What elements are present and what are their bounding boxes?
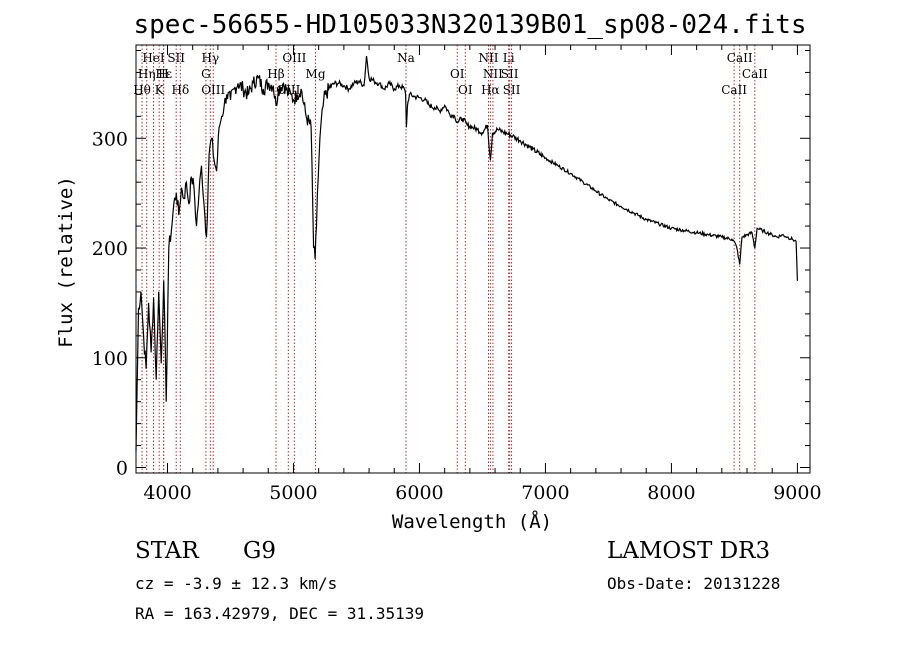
x-tick-label: 7000 [521, 482, 569, 504]
y-axis-label: Flux (relative) [55, 176, 77, 348]
x-axis-ticks: 4000 5000 6000 7000 8000 9000 [143, 45, 822, 504]
coordinates: RA = 163.42979, DEC = 31.35139 [135, 604, 424, 623]
spectral-subclass: G9 [243, 538, 276, 564]
spectral-line-label: NII [479, 51, 499, 65]
plot-frame [135, 44, 811, 474]
x-tick-label: 5000 [269, 482, 317, 504]
spectral-line-label: Hε [155, 67, 172, 81]
spectral-line-label: Hβ [267, 67, 284, 81]
y-axis-ticks: 0 100 200 300 [92, 49, 810, 480]
spectral-line-label: G [201, 67, 211, 81]
y-tick-label: 0 [116, 458, 128, 480]
spectral-line-label: Hα [481, 83, 500, 97]
spectral-line-label: CaII [727, 51, 753, 65]
spectral-line-label: Li [503, 51, 515, 65]
spectral-line-label: OIII [201, 83, 225, 97]
object-class: STAR [135, 538, 199, 564]
y-tick-label: 300 [92, 128, 128, 150]
y-tick-label: 100 [92, 348, 128, 370]
chart-title: spec-56655-HD105033N320139B01_sp08-024.f… [133, 10, 806, 40]
spectral-line-label: OIII [282, 51, 306, 65]
y-tick-label: 200 [92, 238, 128, 260]
x-tick-label: 4000 [143, 482, 191, 504]
spectral-line-label: Hδ [171, 83, 189, 97]
spectral-line-label: SII [167, 51, 185, 65]
spectral-line-markers [141, 45, 756, 473]
x-axis-label: Wavelength (Å) [392, 510, 552, 533]
x-tick-label: 6000 [395, 482, 443, 504]
spectral-line-label: OI [458, 83, 473, 97]
spectrum-line [135, 55, 798, 452]
spectral-line-label: Hη [138, 67, 156, 81]
redshift-velocity: cz = -3.9 ± 12.3 km/s [135, 574, 337, 593]
spectral-line-label: CaII [742, 67, 768, 81]
spectral-line-label: SII [503, 83, 521, 97]
spectral-line-label: SII [501, 67, 519, 81]
survey-name: LAMOST DR3 [607, 538, 770, 564]
spectral-line-label: OI [450, 67, 465, 81]
spectral-line-label: HeI [142, 51, 165, 65]
spectral-line-label: Na [397, 51, 415, 65]
spectral-line-label: Mg [306, 67, 326, 81]
spectral-line-label: Hθ [133, 83, 151, 97]
x-tick-label: 8000 [647, 482, 695, 504]
spectral-line-label: K [155, 83, 165, 97]
spectral-line-label: H [158, 67, 168, 81]
x-tick-label: 9000 [773, 482, 821, 504]
observation-date: Obs-Date: 20131228 [607, 574, 780, 593]
spectral-line-label: NII [483, 67, 503, 81]
spectral-line-label: Hγ [202, 51, 220, 65]
spectral-line-label: CaII [721, 83, 747, 97]
